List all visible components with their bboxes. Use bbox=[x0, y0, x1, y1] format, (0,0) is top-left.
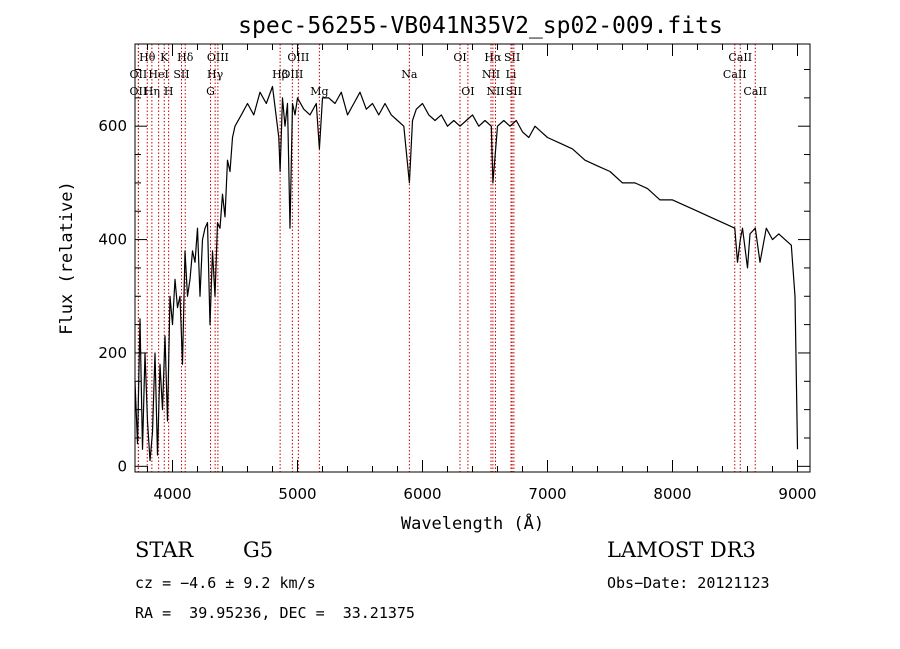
spectral-line-label: Hγ bbox=[207, 68, 224, 81]
coordinates: RA = 39.95236, DEC = 33.21375 bbox=[135, 604, 415, 622]
y-axis-label: Flux (relative) bbox=[57, 181, 77, 335]
y-tick-label: 600 bbox=[98, 117, 127, 135]
spectral-line-label: OII bbox=[130, 85, 148, 98]
spectrum-line bbox=[134, 85, 799, 462]
spectral-line-label: Hθ bbox=[139, 51, 156, 64]
spectral-line-label: G bbox=[206, 85, 215, 98]
object-class: STAR bbox=[135, 538, 194, 562]
spectral-line-label: OII bbox=[130, 68, 148, 81]
spectral-line-label: Mg bbox=[310, 85, 328, 98]
chart-title: spec-56255-VB041N35V2_sp02-009.fits bbox=[238, 13, 723, 39]
survey-name: LAMOST DR3 bbox=[607, 538, 756, 562]
spectral-line-label: OIII bbox=[287, 51, 309, 64]
x-tick-label: 8000 bbox=[653, 485, 691, 503]
object-subclass: G5 bbox=[243, 538, 274, 562]
spectral-line-label: NII bbox=[486, 85, 504, 98]
x-tick-label: 4000 bbox=[153, 485, 191, 503]
spectral-line-label: Hη bbox=[144, 85, 160, 98]
x-tick-label: 6000 bbox=[403, 485, 441, 503]
spectral-line-label: Li bbox=[506, 68, 517, 81]
spectral-line-label: OIII bbox=[207, 51, 229, 64]
spectral-line-label: SII bbox=[504, 51, 520, 64]
y-tick-label: 200 bbox=[98, 344, 127, 362]
spectral-line-label: Hβ bbox=[272, 68, 288, 81]
spectral-line-label: H bbox=[164, 85, 174, 98]
spectral-line-label: K bbox=[160, 51, 169, 64]
x-tick-label: 5000 bbox=[278, 485, 316, 503]
spectral-line-label: NII bbox=[482, 68, 500, 81]
spectral-line-label: CaII bbox=[728, 51, 752, 64]
redshift-velocity: cz = −4.6 ± 9.2 km/s bbox=[135, 574, 316, 592]
y-tick-label: 400 bbox=[98, 231, 127, 249]
spectral-line-label: CaII bbox=[743, 85, 767, 98]
x-axis-label: Wavelength (Å) bbox=[401, 512, 544, 534]
spectral-line-label: SII bbox=[173, 68, 189, 81]
spectral-line-label: CaII bbox=[723, 68, 747, 81]
plot-frame bbox=[134, 43, 811, 473]
x-tick-label: 7000 bbox=[528, 485, 566, 503]
spectral-line-label: OI bbox=[461, 85, 474, 98]
spectral-line-label: OIII bbox=[281, 68, 303, 81]
observation-date: Obs−Date: 20121123 bbox=[607, 574, 770, 592]
spectral-line-label: Na bbox=[401, 68, 418, 81]
y-tick-label: 0 bbox=[117, 457, 127, 475]
spectral-line-label: SII bbox=[506, 85, 522, 98]
x-tick-label: 9000 bbox=[778, 485, 816, 503]
spectral-line-label: OI bbox=[453, 51, 466, 64]
spectral-line-label: Hα bbox=[484, 51, 502, 64]
spectral-line-label: HeI bbox=[148, 68, 168, 81]
spectral-line-label: Hδ bbox=[177, 51, 194, 64]
